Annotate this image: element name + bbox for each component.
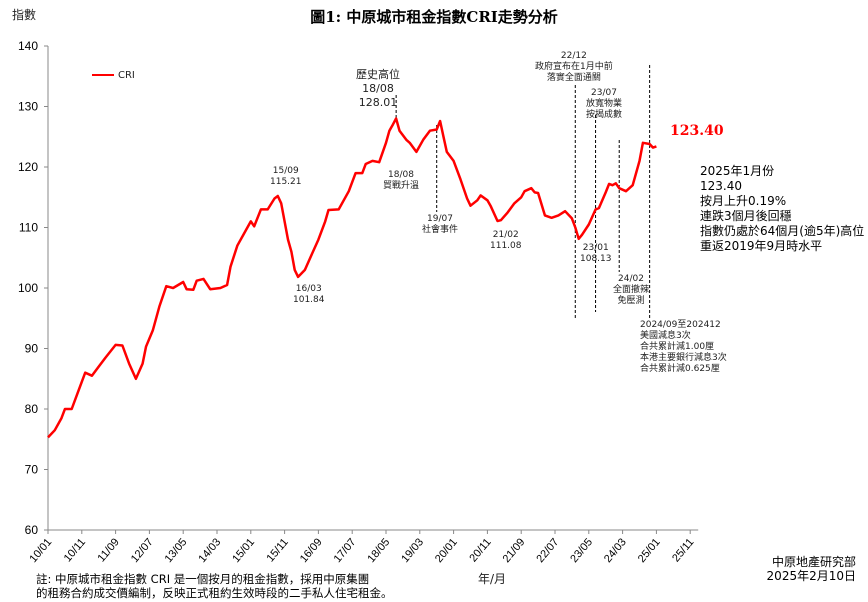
annotation-2307: 23/07 放寬物業 按揭成數	[586, 88, 623, 120]
annotation-2402: 24/02 全面撤辣 免壓測	[613, 274, 650, 306]
annotation-peak: 歷史高位 18/08 128.01	[356, 68, 400, 109]
y-tick-label: 130	[18, 100, 38, 114]
source: 中原地產研究部 2025年2月10日	[766, 555, 856, 583]
y-tick-label: 100	[18, 281, 38, 295]
annotation-2301: 23/01 108.13	[580, 243, 612, 264]
legend-label: CRI	[118, 70, 135, 81]
x-tick-label: 20/11	[467, 536, 493, 564]
x-tick-label: 22/07	[534, 536, 561, 565]
x-tick-label: 15/01	[230, 536, 257, 565]
legend: CRI	[92, 70, 135, 81]
x-tick-label: 16/09	[298, 536, 325, 565]
summary-text: 2025年1月份 123.40 按月上升0.19% 連跌3個月後回穩 指數仍處於64個月…	[700, 164, 865, 253]
y-tick-label: 90	[25, 342, 39, 356]
y-tick-label: 60	[25, 523, 39, 537]
x-tick-label: 20/01	[433, 536, 460, 565]
y-tick-label: 120	[18, 160, 38, 174]
annotation-2102: 21/02 111.08	[490, 230, 522, 251]
annotation-1907: 19/07 社會事件	[422, 214, 459, 235]
annotation-2212: 22/12 政府宣布在1月中前 落實全面通關	[535, 51, 613, 83]
x-axis-label: 年/月	[478, 572, 507, 586]
x-tick-label: 10/01	[27, 536, 54, 565]
x-tick-label: 24/03	[602, 536, 629, 565]
x-tick-label: 17/07	[332, 536, 359, 565]
chart-title: 圖1: 中原城市租金指數CRI走勢分析	[310, 8, 558, 26]
footnote: 註: 中原城市租金指數 CRI 是一個按月的租金指數，採用中原集團 的租務合約成交…	[36, 572, 393, 600]
annotation-2409: 2024/09至202412 美國減息3次 合共累計減1.00厘 本港主要銀行減息3次…	[640, 320, 727, 374]
annotation-1509: 15/09 115.21	[270, 166, 302, 187]
x-tick-label: 21/09	[501, 536, 528, 565]
x-tick-label: 18/05	[365, 536, 392, 565]
annotation-1808: 18/08 貿戰升溫	[383, 170, 420, 191]
x-tick-label: 14/03	[196, 536, 223, 565]
x-tick-label: 12/07	[129, 536, 156, 565]
y-tick-label: 110	[19, 221, 38, 235]
y-tick-label: 140	[18, 39, 38, 53]
legend-swatch	[92, 74, 114, 76]
y-axis-label: 指數	[12, 8, 37, 22]
x-tick-label: 13/05	[163, 536, 190, 565]
x-tick-label: 25/01	[636, 536, 663, 565]
x-tick-label: 15/11	[265, 536, 291, 564]
y-tick-label: 70	[25, 463, 39, 477]
last-value-label: 123.40	[670, 123, 724, 139]
x-tick-label: 19/03	[399, 536, 426, 565]
cri-series-line	[47, 117, 657, 439]
x-tick-label: 10/11	[62, 536, 88, 564]
x-tick-label: 23/05	[568, 536, 595, 565]
x-tick-label: 11/09	[96, 536, 122, 564]
annotation-1603: 16/03 101.84	[293, 284, 325, 305]
y-tick-label: 80	[25, 402, 39, 416]
x-tick-label: 25/11	[670, 536, 696, 564]
